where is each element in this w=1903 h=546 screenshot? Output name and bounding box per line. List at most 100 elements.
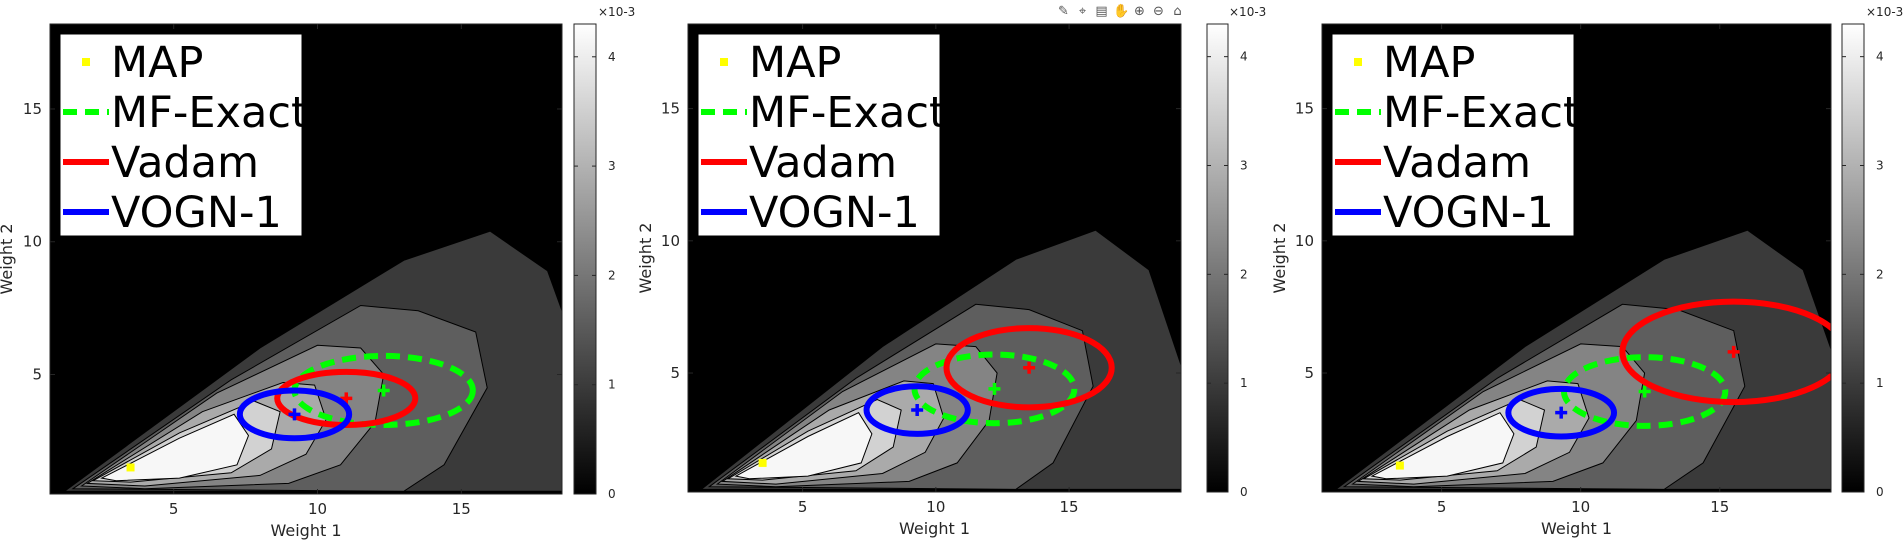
mf-exact-mean-marker — [377, 384, 390, 397]
legend-label: MF-Exact — [749, 88, 946, 138]
colorbar-tick-label: 1 — [1240, 376, 1248, 390]
y-tick-label: 10 — [23, 233, 42, 251]
legend-label: MAP — [749, 38, 841, 88]
legend-label: MAP — [111, 38, 203, 88]
x-axis-label: Weight 1 — [1541, 519, 1612, 538]
colorbar-tick-label: 2 — [1876, 267, 1884, 281]
colorbar-tick-label: 2 — [608, 268, 616, 282]
y-tick-label: 5 — [670, 364, 680, 382]
colorbar-tick-label: 0 — [1240, 485, 1248, 499]
colorbar-tick-label: 0 — [608, 487, 616, 501]
pan-icon[interactable]: ✋ — [1113, 4, 1130, 19]
mf-exact-mean-marker — [988, 382, 1001, 395]
colorbar-tick-label: 1 — [1876, 376, 1884, 390]
y-axis-label: Weight 2 — [0, 223, 16, 294]
vogn-1-mean-marker — [1555, 406, 1568, 419]
colorbar-tick-label: 1 — [608, 378, 616, 392]
map-point-marker — [758, 458, 767, 467]
colorbar-tick-label: 2 — [1240, 267, 1248, 281]
y-tick-label: 15 — [23, 100, 42, 118]
vogn-1-mean-marker — [911, 404, 924, 417]
legend-label: Vadam — [111, 138, 259, 188]
mf-exact-mean-marker — [1638, 385, 1651, 398]
x-tick-label: 5 — [798, 498, 808, 516]
colorbar-tick-label: 0 — [1876, 485, 1884, 499]
x-tick-label: 15 — [1710, 498, 1729, 516]
x-axis-label: Weight 1 — [899, 519, 970, 538]
colorbar-tick-label: 4 — [1240, 50, 1248, 64]
colorbar — [1841, 23, 1865, 493]
colorbar-exponent-label: ×10-3 — [1229, 5, 1266, 19]
colorbar-tick-label: 4 — [1876, 50, 1884, 64]
x-axis-label: Weight 1 — [270, 521, 341, 540]
axes-frame — [1321, 23, 1832, 493]
axes-frame — [687, 23, 1182, 493]
vadam-mean-marker — [1023, 361, 1036, 374]
legend-swatch-map — [1354, 58, 1362, 66]
colorbar-tick-label: 3 — [1240, 158, 1248, 172]
map-point-marker — [1395, 461, 1404, 470]
vogn-1-ellipse — [1505, 385, 1618, 440]
colorbar-tick-label: 3 — [1876, 158, 1884, 172]
colorbar — [1206, 23, 1229, 493]
legend-label: Vadam — [1383, 138, 1531, 188]
x-tick-label: 15 — [452, 500, 471, 518]
vadam-ellipse — [1619, 298, 1831, 406]
legend-label: VOGN-1 — [1383, 188, 1554, 238]
legend-label: MF-Exact — [1383, 88, 1580, 138]
datatip-icon[interactable]: ⌖ — [1078, 4, 1087, 19]
y-axis-label: Weight 2 — [636, 222, 655, 293]
colorbar-exponent-label: ×10-3 — [1866, 5, 1903, 19]
colorbar — [573, 23, 597, 495]
x-tick-label: 15 — [1060, 498, 1079, 516]
legend-label: Vadam — [749, 138, 897, 188]
home-icon[interactable]: ⌂ — [1173, 4, 1182, 19]
x-tick-label: 10 — [308, 500, 327, 518]
contour-group — [699, 229, 1181, 490]
legend-swatch-map — [720, 58, 728, 66]
vadam-mean-marker — [1727, 345, 1740, 358]
legend-box — [698, 34, 940, 236]
vogn-1-ellipse — [236, 387, 353, 442]
legend-swatch-map — [82, 58, 90, 66]
export-icon[interactable]: ▤ — [1095, 4, 1108, 19]
colorbar-exponent-label: ×10-3 — [598, 5, 635, 19]
brush-icon[interactable]: ✎ — [1058, 4, 1069, 19]
legend-label: VOGN-1 — [749, 188, 920, 238]
contour-band-6 — [1370, 412, 1515, 480]
map-point-marker — [126, 463, 135, 472]
contour-group — [1334, 229, 1831, 490]
y-tick-label: 5 — [32, 366, 42, 384]
contour-band-6 — [734, 412, 873, 480]
x-tick-label: 10 — [926, 498, 945, 516]
x-tick-label: 5 — [1437, 498, 1447, 516]
y-tick-label: 15 — [661, 100, 680, 118]
axes-toolbar: ✎ ⌖ ▤ ✋ ⊕ ⊖ ⌂ — [1056, 4, 1185, 24]
y-tick-label: 5 — [1304, 364, 1314, 382]
legend-box — [1332, 34, 1574, 236]
legend-label: MAP — [1383, 38, 1475, 88]
contour-group — [62, 230, 562, 492]
legend-label: MF-Exact — [111, 88, 308, 138]
vogn-1-ellipse — [863, 383, 971, 437]
axes-frame — [49, 23, 563, 495]
colorbar-tick-label: 3 — [608, 159, 616, 173]
legend-box — [60, 34, 302, 236]
vogn-1-mean-marker — [288, 408, 301, 421]
colorbar-tick-label: 4 — [608, 50, 616, 64]
y-tick-label: 15 — [1295, 100, 1314, 118]
zoom-in-icon[interactable]: ⊕ — [1134, 4, 1145, 19]
x-tick-label: 10 — [1571, 498, 1590, 516]
y-tick-label: 10 — [661, 232, 680, 250]
vadam-ellipse — [943, 325, 1115, 411]
contour-band-6 — [100, 413, 250, 482]
zoom-out-icon[interactable]: ⊖ — [1153, 4, 1164, 19]
y-axis-label: Weight 2 — [1270, 222, 1289, 293]
x-tick-label: 5 — [169, 500, 179, 518]
